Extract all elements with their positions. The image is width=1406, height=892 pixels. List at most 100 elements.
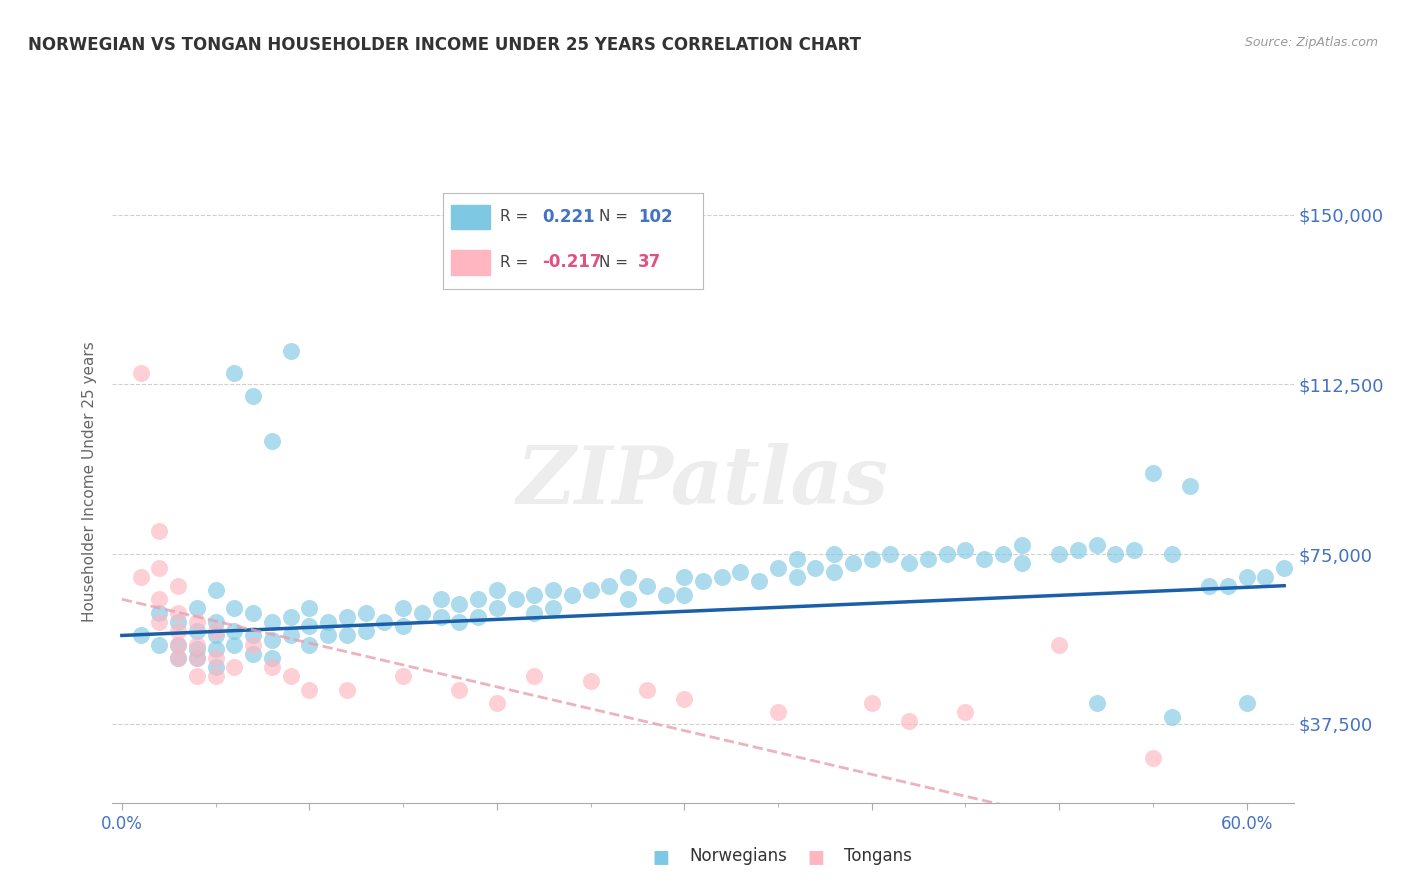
Point [860, 696, 883, 710]
Point [167, 615, 190, 629]
Point [148, 615, 170, 629]
Point [1067, 542, 1090, 557]
Point [336, 682, 359, 697]
Point [260, 651, 283, 665]
Point [673, 588, 696, 602]
Point [1254, 569, 1277, 583]
Point [1047, 638, 1070, 652]
Point [917, 551, 939, 566]
Point [1160, 547, 1182, 561]
Point [148, 638, 170, 652]
Point [766, 560, 789, 574]
Point [316, 628, 339, 642]
Point [204, 651, 226, 665]
Bar [451, 251, 489, 275]
Text: 0.221: 0.221 [541, 208, 595, 226]
Point [523, 588, 546, 602]
Point [1272, 560, 1295, 574]
Point [224, 366, 246, 380]
Point [204, 669, 226, 683]
Point [823, 547, 845, 561]
Point [673, 691, 696, 706]
Point [654, 588, 676, 602]
Point [336, 610, 359, 624]
Point [1180, 479, 1202, 493]
Point [148, 560, 170, 574]
Point [636, 682, 658, 697]
Point [467, 610, 489, 624]
Point [579, 583, 602, 598]
Point [1160, 710, 1182, 724]
Point [167, 651, 190, 665]
Point [1104, 547, 1126, 561]
Point [354, 606, 377, 620]
Point [167, 606, 190, 620]
Point [730, 565, 752, 579]
Point [786, 551, 808, 566]
Point [298, 638, 321, 652]
Point [260, 660, 283, 674]
Point [186, 669, 208, 683]
Point [467, 592, 489, 607]
Text: R =: R = [501, 254, 533, 269]
Point [392, 669, 415, 683]
Point [260, 632, 283, 647]
Point [786, 569, 808, 583]
Point [1142, 466, 1164, 480]
Point [129, 366, 152, 380]
Point [280, 628, 302, 642]
Point [1236, 696, 1258, 710]
Point [260, 434, 283, 448]
Point [766, 706, 789, 720]
Point [449, 682, 471, 697]
Point [242, 638, 264, 652]
Point [204, 615, 226, 629]
Text: ZIPatlas: ZIPatlas [517, 443, 889, 520]
Text: -0.217: -0.217 [541, 253, 602, 271]
Point [242, 628, 264, 642]
Point [991, 547, 1014, 561]
Point [1123, 542, 1146, 557]
Point [1216, 579, 1239, 593]
Point [204, 624, 226, 638]
Point [204, 660, 226, 674]
Point [280, 343, 302, 358]
Point [429, 592, 451, 607]
Point [879, 547, 901, 561]
Point [148, 524, 170, 539]
Point [860, 551, 883, 566]
Point [523, 606, 546, 620]
Text: ▪: ▪ [651, 842, 671, 871]
Point [842, 556, 865, 570]
Point [898, 714, 921, 729]
Point [186, 615, 208, 629]
Text: ▪: ▪ [806, 842, 825, 871]
Point [541, 583, 564, 598]
Point [710, 569, 733, 583]
Point [804, 560, 827, 574]
Point [579, 673, 602, 688]
Point [167, 638, 190, 652]
Point [485, 583, 508, 598]
Point [224, 601, 246, 615]
Point [280, 610, 302, 624]
Point [692, 574, 714, 589]
Point [224, 624, 246, 638]
Point [242, 389, 264, 403]
Point [186, 651, 208, 665]
Point [336, 628, 359, 642]
Point [298, 682, 321, 697]
Point [186, 638, 208, 652]
Point [1011, 538, 1033, 552]
Point [298, 619, 321, 633]
Point [167, 624, 190, 638]
Text: N =: N = [599, 210, 633, 224]
Y-axis label: Householder Income Under 25 years: Householder Income Under 25 years [82, 342, 97, 622]
Point [898, 556, 921, 570]
Text: Source: ZipAtlas.com: Source: ZipAtlas.com [1244, 36, 1378, 49]
Point [429, 610, 451, 624]
Point [224, 638, 246, 652]
Point [823, 565, 845, 579]
Bar [451, 205, 489, 229]
Point [354, 624, 377, 638]
